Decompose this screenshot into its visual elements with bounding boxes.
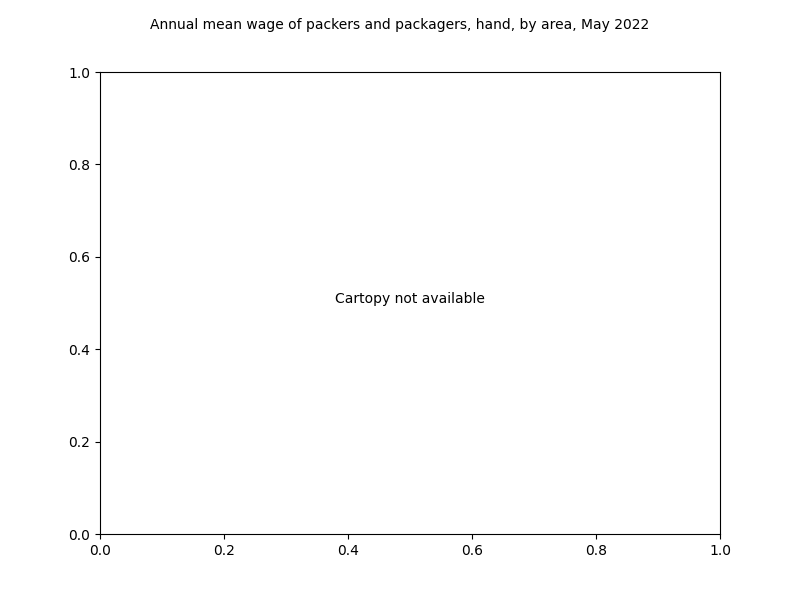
Text: Cartopy not available: Cartopy not available <box>335 292 485 306</box>
Text: Annual mean wage of packers and packagers, hand, by area, May 2022: Annual mean wage of packers and packager… <box>150 18 650 32</box>
